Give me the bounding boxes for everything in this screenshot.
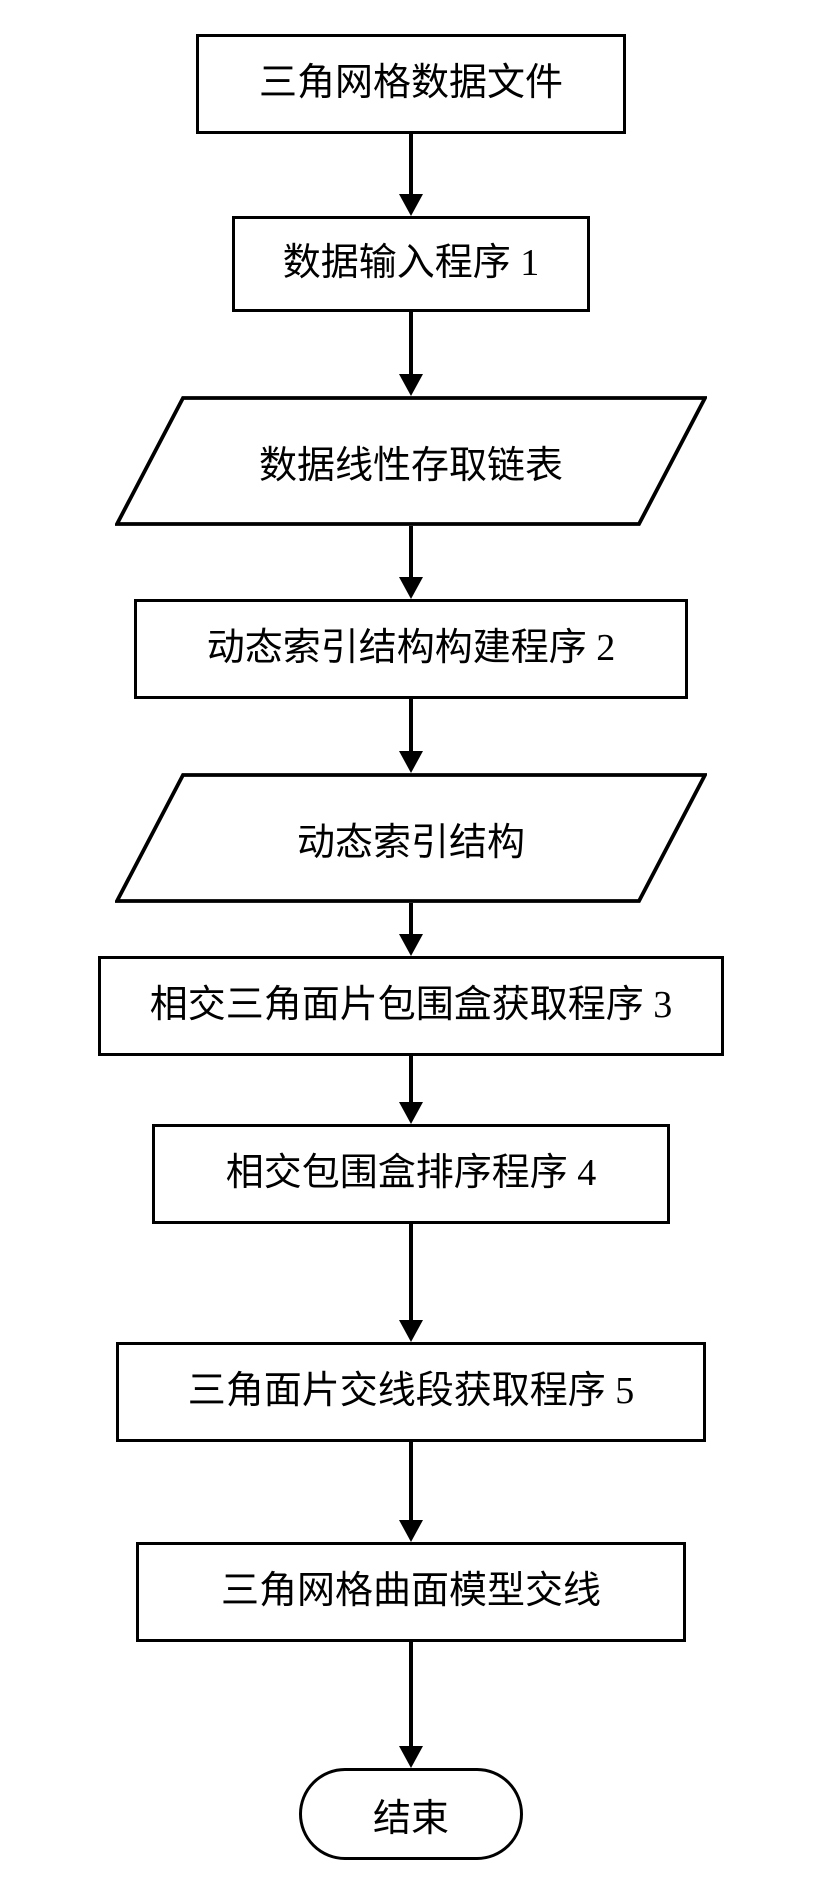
node-mesh-data-file: 三角网格数据文件 — [196, 34, 626, 134]
node-label: 相交三角面片包围盒获取程序 3 — [150, 984, 673, 1028]
arrow-3 — [409, 526, 413, 599]
node-segment-get: 三角面片交线段获取程序 5 — [116, 1342, 706, 1442]
flowchart-canvas: 三角网格数据文件 数据输入程序 1 数据线性存取链表 动态索引结构构建程序 2 — [0, 0, 831, 1903]
node-label: 数据线性存取链表 — [259, 434, 563, 489]
arrow-4 — [409, 699, 413, 773]
arrow-7 — [409, 1224, 413, 1342]
node-dynamic-index-struct: 动态索引结构 — [115, 773, 707, 903]
node-intersect-bbox-get: 相交三角面片包围盒获取程序 3 — [98, 956, 724, 1056]
node-linear-linked-list: 数据线性存取链表 — [115, 396, 707, 526]
arrow-6 — [409, 1056, 413, 1124]
node-end: 结束 — [299, 1768, 523, 1860]
arrow-2 — [409, 312, 413, 396]
arrow-9 — [409, 1642, 413, 1768]
node-bbox-sort: 相交包围盒排序程序 4 — [152, 1124, 670, 1224]
node-label: 结束 — [373, 1787, 449, 1842]
arrow-8 — [409, 1442, 413, 1542]
node-label: 动态索引结构构建程序 2 — [207, 627, 616, 671]
node-label: 相交包围盒排序程序 4 — [226, 1152, 597, 1196]
node-label: 三角网格数据文件 — [259, 62, 563, 106]
node-label: 动态索引结构 — [297, 811, 525, 866]
node-mesh-intersection-line: 三角网格曲面模型交线 — [136, 1542, 686, 1642]
node-label: 三角网格曲面模型交线 — [221, 1570, 601, 1614]
node-dynamic-index-build: 动态索引结构构建程序 2 — [134, 599, 688, 699]
node-label: 数据输入程序 1 — [283, 242, 540, 286]
node-data-input-program: 数据输入程序 1 — [232, 216, 590, 312]
arrow-5 — [409, 903, 413, 956]
node-label: 三角面片交线段获取程序 5 — [188, 1370, 635, 1414]
arrow-1 — [409, 134, 413, 216]
